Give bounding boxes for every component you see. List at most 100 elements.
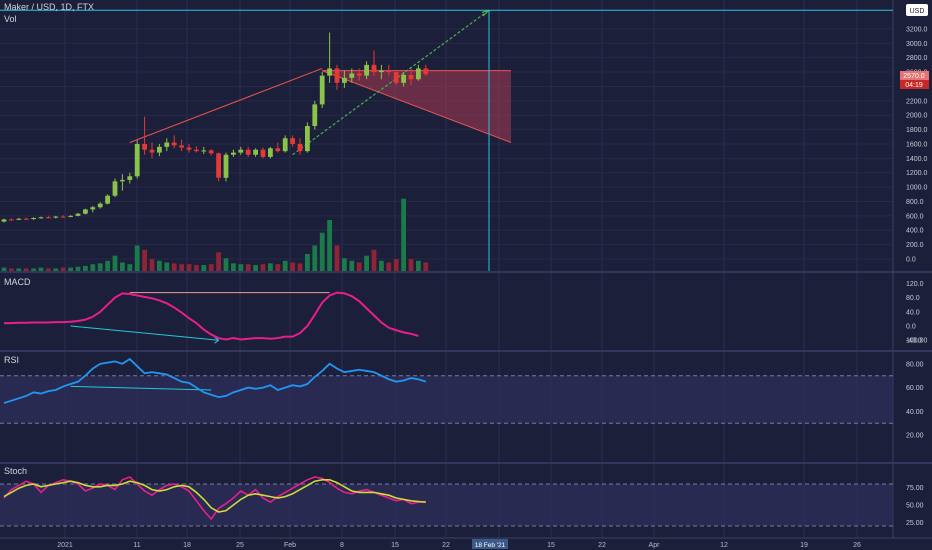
candlestick-series — [1, 32, 429, 223]
candle-body — [31, 218, 36, 220]
price-tick-label: 200.0 — [906, 242, 924, 249]
time-tick-label: 11 — [133, 542, 140, 549]
candle-body — [75, 213, 81, 216]
candle-body — [16, 218, 22, 220]
volume-bar — [208, 264, 214, 271]
volume-bar — [327, 220, 332, 271]
volume-bar — [16, 268, 22, 271]
volume-bar — [120, 262, 125, 271]
volume-bar — [305, 254, 310, 271]
volume-bar — [216, 252, 221, 271]
last-price-text: 2570.0 — [903, 73, 925, 80]
time-tick-label: 18 — [183, 542, 191, 549]
currency-badge[interactable] — [906, 4, 928, 16]
candle-body — [149, 149, 155, 153]
candle-body — [334, 68, 340, 83]
volume-bar — [31, 268, 36, 271]
candle-body — [386, 70, 392, 73]
candle-body — [312, 104, 318, 126]
candle-body — [342, 77, 347, 83]
volume-bar — [201, 265, 207, 271]
candle-body — [53, 216, 59, 218]
countdown-text: 04:19 — [905, 82, 923, 89]
last-price-tag — [900, 71, 929, 80]
volume-label: Vol — [4, 14, 17, 24]
candle-body — [112, 181, 118, 196]
time-tick-label: 15 — [391, 542, 399, 549]
candle-body — [231, 152, 236, 155]
candle-body — [194, 149, 199, 152]
candle-body — [208, 150, 214, 154]
macd-tick-label: 120.0 — [906, 281, 924, 288]
trend-drawings[interactable] — [0, 9, 893, 391]
rsi-line — [3, 357, 427, 404]
rsi-tick-label: 40.00 — [906, 409, 924, 416]
rsi-tick-label: 20.00 — [906, 433, 924, 440]
candle-body — [297, 143, 303, 152]
volume-bar — [253, 265, 258, 271]
volume-bar — [364, 255, 369, 271]
stoch-d-line — [3, 478, 426, 513]
volume-bar — [75, 266, 81, 271]
candle-body — [157, 146, 162, 153]
candle-body — [23, 218, 29, 220]
volume-bar — [134, 245, 140, 271]
volume-bar — [408, 259, 414, 271]
rsi-band — [0, 375, 893, 424]
price-tick-label: 1400.0 — [906, 156, 928, 163]
time-tick-label: 26 — [853, 542, 861, 549]
volume-bar — [68, 267, 73, 271]
candle-body — [327, 68, 332, 76]
time-tick-label: 12 — [720, 542, 728, 549]
price-tick-label: 600.0 — [906, 213, 924, 220]
trend-line-red — [129, 67, 323, 143]
volume-bar — [349, 260, 355, 271]
volume-bar — [112, 255, 118, 271]
candle-body — [349, 73, 355, 78]
time-tick-label: Feb — [284, 542, 296, 549]
volume-bar — [157, 260, 162, 271]
stoch-tick-label: 50.00 — [906, 503, 924, 510]
macd-tick-label: 80.0 — [906, 295, 920, 302]
candle-body — [275, 148, 281, 152]
volume-bar — [416, 260, 421, 271]
candle-body — [68, 215, 73, 217]
candle-body — [164, 142, 170, 147]
volume-bar — [46, 268, 51, 271]
currency-badge-text: USD — [910, 8, 925, 15]
time-tick-label: Apr — [649, 542, 661, 549]
candle-body — [423, 68, 429, 75]
volume-bar — [282, 260, 288, 271]
date-highlight-badge — [472, 539, 508, 549]
volume-bars — [1, 198, 429, 271]
candle-body — [9, 219, 14, 221]
volume-bar — [238, 264, 244, 271]
rsi-tick-label: 60.00 — [906, 385, 924, 392]
candle-body — [38, 217, 44, 219]
time-tick-label: 8 — [340, 542, 344, 549]
candle-body — [97, 203, 103, 208]
candle-body — [253, 149, 258, 155]
candle-body — [305, 125, 310, 152]
volume-bar — [297, 263, 303, 271]
candle-body — [186, 147, 192, 150]
rsi-divergence-line — [70, 385, 212, 391]
indicator-lines — [3, 291, 427, 521]
candle-body — [105, 195, 110, 204]
price-axes: 3200.03000.02800.02600.02400.02200.02000… — [57, 26, 927, 549]
price-tick-label: 400.0 — [906, 228, 924, 235]
volume-bar — [97, 263, 103, 271]
symbol-title[interactable]: Maker / USD, 1D, FTX — [4, 2, 94, 12]
volume-bar — [105, 260, 110, 271]
candle-body — [379, 70, 384, 73]
volume-bar — [186, 264, 192, 271]
volume-bar — [9, 268, 14, 271]
volume-bar — [171, 263, 177, 271]
volume-bar — [423, 262, 429, 271]
candle-body — [142, 143, 147, 150]
candle-body — [356, 73, 362, 76]
date-highlight-text: 18 Feb '21 — [475, 542, 506, 549]
volume-bar — [356, 262, 362, 271]
